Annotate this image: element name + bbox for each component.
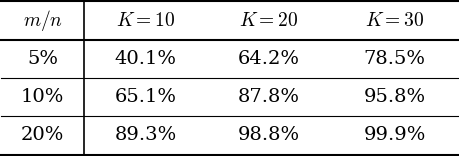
Text: $m/n$: $m/n$ [22,8,62,33]
Text: 65.1%: 65.1% [114,88,176,106]
Text: 64.2%: 64.2% [237,50,299,68]
Text: 89.3%: 89.3% [114,127,176,144]
Text: 87.8%: 87.8% [237,88,299,106]
Text: 5%: 5% [27,50,58,68]
Text: 78.5%: 78.5% [363,50,425,68]
Text: 20%: 20% [21,127,64,144]
Text: 10%: 10% [21,88,64,106]
Text: 99.9%: 99.9% [363,127,425,144]
Text: $K=10$: $K=10$ [116,12,174,29]
Text: $K=30$: $K=30$ [364,12,423,29]
Text: 40.1%: 40.1% [114,50,176,68]
Text: 95.8%: 95.8% [363,88,425,106]
Text: 98.8%: 98.8% [237,127,299,144]
Text: $K=20$: $K=20$ [239,12,298,29]
